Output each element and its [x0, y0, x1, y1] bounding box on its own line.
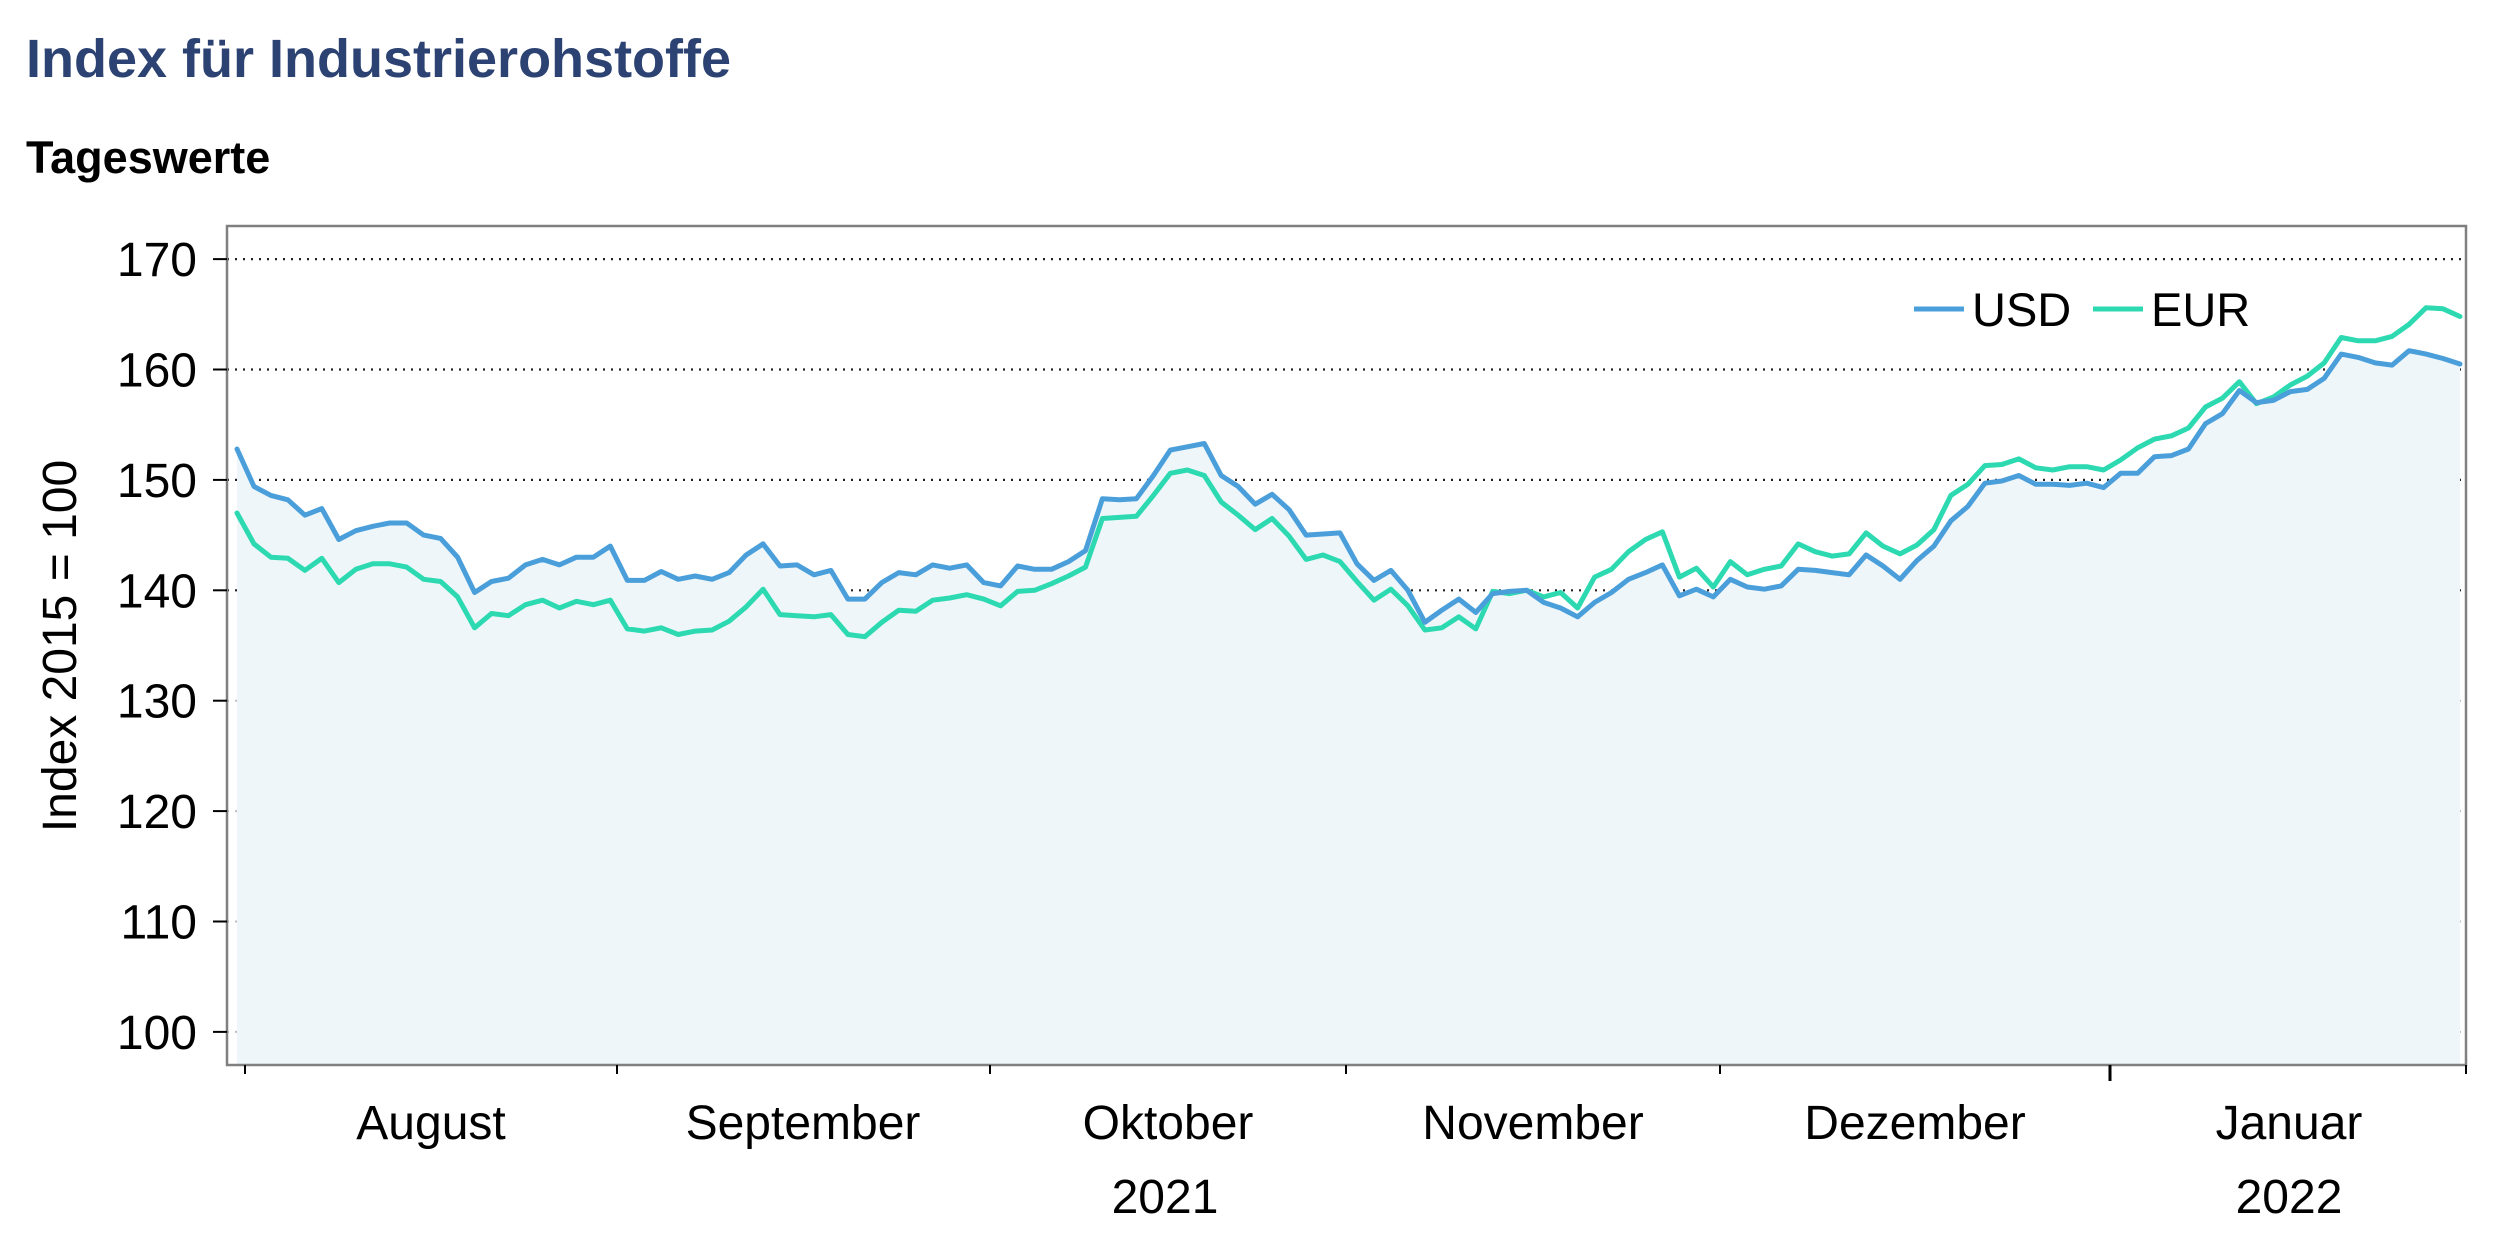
y-tick-label: 130 [117, 676, 197, 729]
x-tick-label: November [1422, 1097, 1643, 1150]
y-tick-label: 140 [117, 565, 197, 618]
y-tick-label: 170 [117, 234, 197, 287]
y-tick-label: 100 [117, 1007, 197, 1060]
legend: USD EUR [1914, 283, 2250, 336]
series-line-eur [234, 305, 2463, 640]
area-fill [237, 350, 2460, 1065]
chart-subtitle: Tageswerte [26, 132, 271, 183]
y-tick-label: 160 [117, 345, 197, 398]
x-tick-label: Januar [2216, 1097, 2363, 1150]
x-tick-label: Dezember [1804, 1097, 2025, 1150]
area-layer [237, 350, 2460, 1065]
chart-title: Index für Industrierohstoffe [26, 29, 732, 89]
x-axis: August September Oktober November Dezember Ja… [244, 1065, 2467, 1224]
y-axis: 100 110 120 130 140 150 160 170 [117, 234, 227, 1060]
legend-label-usd: USD [1972, 283, 2071, 336]
y-tick-label: 150 [117, 455, 197, 508]
x-year-label: 2022 [2236, 1171, 2343, 1224]
x-tick-label: Oktober [1083, 1097, 1254, 1150]
x-tick-label: September [686, 1097, 921, 1150]
x-year-label: 2021 [1112, 1171, 1219, 1224]
series-line-usd [234, 348, 2463, 625]
y-tick-label: 110 [120, 896, 197, 949]
x-tick-label: August [356, 1097, 505, 1150]
lines-layer [234, 305, 2463, 640]
y-axis-title: Index 2015 = 100 [34, 460, 87, 832]
y-tick-label: 120 [117, 786, 197, 839]
legend-label-eur: EUR [2151, 283, 2250, 336]
